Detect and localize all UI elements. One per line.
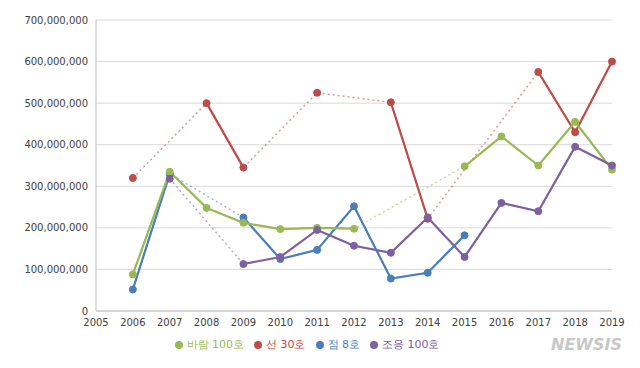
svg-text:2019: 2019 [599,317,624,328]
svg-text:2011: 2011 [304,317,329,328]
svg-text:300,000,000: 300,000,000 [24,181,88,192]
svg-text:2014: 2014 [415,317,440,328]
svg-text:2017: 2017 [526,317,551,328]
svg-text:2010: 2010 [268,317,293,328]
svg-text:500,000,000: 500,000,000 [24,98,88,109]
html-text:점 8호: 점 8호 [327,338,360,351]
svg-text:2008: 2008 [194,317,219,328]
svg-text:400,000,000: 400,000,000 [24,139,88,150]
svg-text:2013: 2013 [378,317,403,328]
svg-text:2016: 2016 [489,317,514,328]
svg-text:0: 0 [82,306,88,317]
svg-text:600,000,000: 600,000,000 [24,56,88,67]
svg-text:700,000,000: 700,000,000 [24,15,88,26]
svg-text:2012: 2012 [341,317,366,328]
html-text:선 30호: 선 30호 [266,338,306,351]
svg-text:2009: 2009 [231,317,256,328]
html-text:바람 100호: 바람 100호 [186,338,244,351]
svg-text:2007: 2007 [157,317,182,328]
svg-text:2018: 2018 [562,317,587,328]
svg-text:2015: 2015 [452,317,477,328]
svg-text:100,000,000: 100,000,000 [24,264,88,275]
html-text:NEWSIS: NEWSIS [551,335,622,354]
html-text:조응 100호: 조응 100호 [382,338,440,351]
svg-text:2006: 2006 [120,317,145,328]
svg-text:2005: 2005 [83,317,108,328]
svg-text:200,000,000: 200,000,000 [24,222,88,233]
